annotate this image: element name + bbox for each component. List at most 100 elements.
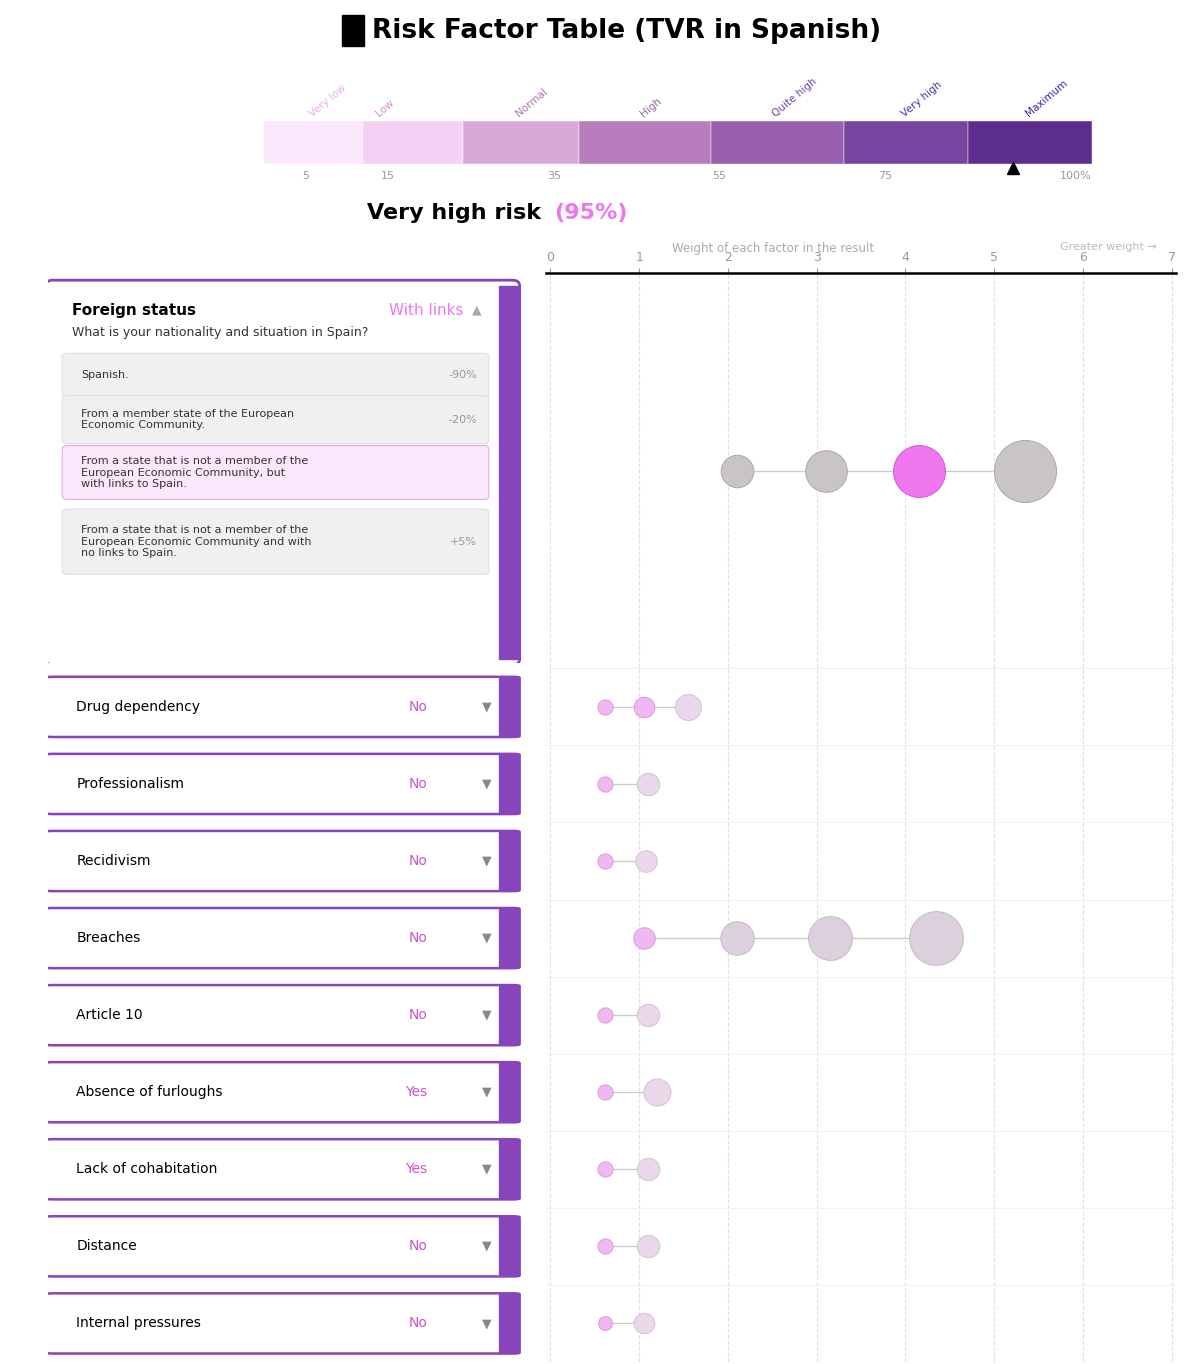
Point (596, 1158, 616, 1180)
Bar (499, 908, 517, 967)
Bar (499, 1294, 517, 1353)
Text: +5%: +5% (450, 537, 476, 547)
Point (647, 1082, 666, 1103)
Bar (844, 121, 967, 165)
Text: ▼: ▼ (481, 1316, 491, 1330)
Bar (578, 121, 712, 165)
Bar (463, 121, 578, 165)
Text: ▼: ▼ (481, 700, 491, 713)
Bar (342, 15, 364, 46)
Point (596, 1236, 616, 1258)
Text: ▲: ▲ (473, 303, 482, 316)
Text: From a state that is not a member of the
European Economic Community and with
no: From a state that is not a member of the… (82, 525, 312, 558)
FancyBboxPatch shape (46, 677, 520, 737)
Text: Low: Low (373, 98, 396, 119)
Point (821, 928, 840, 949)
Text: 5: 5 (302, 170, 308, 181)
Text: From a member state of the European
Economic Community.: From a member state of the European Econ… (82, 409, 294, 431)
Point (910, 460, 929, 481)
Text: What is your nationality and situation in Spain?: What is your nationality and situation i… (72, 326, 368, 340)
Point (638, 1236, 658, 1258)
Text: No: No (408, 932, 427, 945)
Point (638, 1004, 658, 1026)
Text: ▼: ▼ (481, 1162, 491, 1176)
Bar (499, 986, 517, 1045)
Point (596, 850, 616, 872)
Text: Very high: Very high (899, 79, 943, 119)
Text: No: No (408, 1240, 427, 1254)
Bar (499, 1140, 517, 1199)
Text: ▼: ▼ (481, 932, 491, 945)
Point (596, 773, 616, 795)
FancyBboxPatch shape (46, 1139, 520, 1199)
Text: Professionalism: Professionalism (77, 777, 185, 791)
Text: Risk Factor Table (TVR in Spanish): Risk Factor Table (TVR in Spanish) (372, 18, 881, 44)
Point (596, 696, 616, 717)
Bar (364, 121, 463, 165)
Point (596, 1312, 616, 1334)
Text: No: No (408, 777, 427, 791)
FancyBboxPatch shape (62, 396, 488, 443)
Point (816, 460, 835, 481)
Text: From a state that is not a member of the
European Economic Community, but
with l: From a state that is not a member of the… (82, 456, 308, 490)
Text: Recidivism: Recidivism (77, 854, 151, 868)
Point (638, 773, 658, 795)
Bar (499, 1063, 517, 1121)
Bar (712, 121, 844, 165)
FancyBboxPatch shape (46, 908, 520, 968)
Point (596, 1082, 616, 1103)
Text: Yes: Yes (406, 1162, 427, 1176)
Text: 55: 55 (713, 170, 726, 181)
FancyBboxPatch shape (46, 280, 520, 664)
Point (1015, 460, 1034, 481)
Text: ▼: ▼ (481, 777, 491, 791)
Text: 100%: 100% (1060, 170, 1091, 181)
Text: Greater weight →: Greater weight → (1061, 243, 1157, 252)
Text: Normal: Normal (515, 87, 550, 119)
Text: ▼: ▼ (481, 1086, 491, 1099)
Text: Very high risk: Very high risk (367, 203, 541, 222)
FancyBboxPatch shape (62, 446, 488, 499)
Bar (499, 678, 517, 737)
Text: -90%: -90% (449, 371, 476, 381)
Text: High: High (638, 95, 664, 119)
Text: 15: 15 (382, 170, 395, 181)
Point (637, 850, 656, 872)
Text: -20%: -20% (449, 415, 476, 424)
FancyBboxPatch shape (46, 754, 520, 814)
Text: No: No (408, 1316, 427, 1330)
Bar (499, 832, 517, 891)
Point (596, 1004, 616, 1026)
Text: No: No (408, 700, 427, 713)
Text: ▼: ▼ (481, 1240, 491, 1254)
Text: Weight of each factor in the result: Weight of each factor in the result (672, 243, 874, 255)
FancyBboxPatch shape (46, 831, 520, 891)
Text: Drug dependency: Drug dependency (77, 700, 200, 713)
Text: 75: 75 (878, 170, 892, 181)
FancyBboxPatch shape (46, 985, 520, 1045)
Text: Breaches: Breaches (77, 932, 140, 945)
FancyBboxPatch shape (62, 353, 488, 397)
Text: Absence of furloughs: Absence of furloughs (77, 1086, 223, 1099)
Point (634, 928, 653, 949)
Text: Internal pressures: Internal pressures (77, 1316, 202, 1330)
Text: (95%): (95%) (553, 203, 628, 222)
FancyBboxPatch shape (46, 1217, 520, 1277)
Bar (264, 121, 364, 165)
Text: Lack of cohabitation: Lack of cohabitation (77, 1162, 218, 1176)
Point (634, 1312, 653, 1334)
Text: ▼: ▼ (481, 1008, 491, 1022)
Bar (499, 754, 517, 813)
Bar (499, 1217, 517, 1275)
Text: Yes: Yes (406, 1086, 427, 1099)
Text: Foreign status: Foreign status (72, 303, 196, 318)
FancyBboxPatch shape (46, 1063, 520, 1123)
Point (678, 696, 697, 717)
Text: Spanish.: Spanish. (82, 371, 128, 381)
Text: Distance: Distance (77, 1240, 137, 1254)
Text: ▼: ▼ (481, 854, 491, 868)
Text: No: No (408, 1008, 427, 1022)
Point (727, 928, 746, 949)
FancyBboxPatch shape (62, 509, 488, 574)
Text: Maximum: Maximum (1024, 78, 1069, 119)
